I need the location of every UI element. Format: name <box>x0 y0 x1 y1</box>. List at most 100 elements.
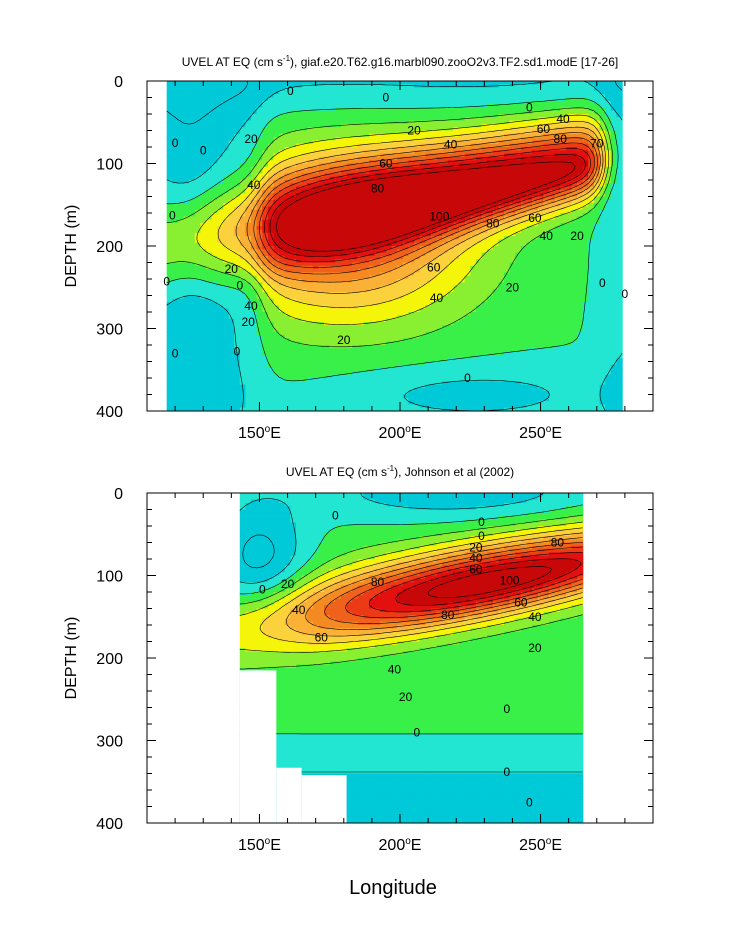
contour-cell <box>262 150 269 155</box>
contour-cell <box>284 354 291 359</box>
contour-cell <box>183 272 190 277</box>
contour-cell <box>419 341 426 346</box>
contour-cell <box>329 401 336 405</box>
contour-cell <box>352 391 359 396</box>
contour-cell <box>408 394 415 399</box>
contour-cell <box>228 222 235 227</box>
contour-cell <box>318 394 325 399</box>
contour-cell <box>436 387 443 392</box>
contour-cell <box>419 249 426 254</box>
contour-cell <box>200 298 207 303</box>
contour-cell <box>239 196 246 201</box>
contour-cell <box>363 315 370 320</box>
contour-cell <box>166 120 173 125</box>
contour-cell <box>397 331 404 336</box>
contour-cell <box>251 173 258 178</box>
contour-cell <box>402 150 409 155</box>
contour-cell <box>397 209 404 214</box>
contour-cell <box>369 325 376 330</box>
contour-cell <box>245 338 252 343</box>
contour-cell <box>397 222 404 227</box>
contour-cell <box>430 173 438 178</box>
contour-cell <box>290 147 297 151</box>
contour-cell <box>217 378 224 382</box>
contour-cell <box>284 282 291 287</box>
contour-cell <box>374 331 381 336</box>
contour-cell <box>206 193 213 198</box>
contour-cell <box>262 163 269 168</box>
contour-cell <box>296 117 303 122</box>
contour-cell <box>256 321 263 326</box>
contour-cell <box>374 242 381 247</box>
contour-cell <box>239 262 246 267</box>
contour-cell <box>380 252 387 257</box>
contour-cell <box>346 318 353 323</box>
contour-cell <box>284 219 291 224</box>
contour-cell <box>352 262 359 267</box>
contour-cell <box>279 183 286 188</box>
contour-cell <box>284 397 291 402</box>
contour-cell <box>172 394 179 399</box>
contour-cell <box>414 130 421 135</box>
contour-cell <box>273 407 280 411</box>
contour-cell <box>166 236 173 240</box>
contour-cell <box>251 117 258 122</box>
contour-cell <box>273 130 280 135</box>
contour-cell <box>414 401 421 405</box>
contour-cell <box>166 117 173 122</box>
contour-cell <box>279 246 286 250</box>
contour-cell <box>363 143 370 148</box>
contour-cell <box>307 127 314 132</box>
contour-cell <box>194 285 201 290</box>
contour-cell <box>194 407 201 411</box>
contour-cell <box>436 117 443 122</box>
contour-cell <box>307 348 314 353</box>
contour-cell <box>262 239 269 244</box>
contour-cell <box>262 203 269 207</box>
contour-cell <box>385 130 393 135</box>
contour-cell <box>189 107 196 112</box>
contour-cell <box>251 252 258 257</box>
contour-cell <box>172 358 179 363</box>
contour-cell <box>329 110 336 115</box>
contour-cell <box>211 120 218 125</box>
contour-cell <box>172 364 179 369</box>
contour-cell <box>206 315 213 320</box>
contour-cell <box>301 341 308 346</box>
contour-cell <box>363 358 370 363</box>
contour-cell <box>262 183 269 188</box>
contour-cell <box>222 100 230 105</box>
contour-cell <box>262 374 269 379</box>
contour-cell <box>385 153 393 158</box>
contour-cell <box>301 374 308 379</box>
contour-cell <box>194 219 201 224</box>
contour-cell <box>228 140 235 145</box>
contour-cell <box>206 130 213 135</box>
contour-cell <box>318 371 325 376</box>
contour-cell <box>442 252 449 257</box>
contour-cell <box>217 371 224 376</box>
contour-cell <box>312 156 320 161</box>
contour-cell <box>267 143 275 148</box>
contour-cell <box>217 315 224 320</box>
contour-cell <box>217 364 224 369</box>
contour-cell <box>414 249 421 254</box>
contour-cell <box>183 318 190 323</box>
contour-cell <box>206 203 213 207</box>
contour-cell <box>419 156 426 161</box>
contour-cell <box>284 318 291 323</box>
contour-cell <box>189 364 196 369</box>
contour-cell <box>346 338 353 343</box>
contour-cell <box>279 100 286 105</box>
contour-cell <box>414 127 421 132</box>
contour-cell <box>312 348 320 353</box>
contour-cell <box>206 335 213 339</box>
contour-cell <box>425 345 432 349</box>
contour-cell <box>352 170 359 174</box>
contour-cell <box>385 87 393 92</box>
contour-cell <box>189 321 196 326</box>
contour-cell <box>194 213 201 217</box>
contour-cell <box>194 374 201 379</box>
contour-cell <box>217 318 224 323</box>
contour-cell <box>335 338 342 343</box>
